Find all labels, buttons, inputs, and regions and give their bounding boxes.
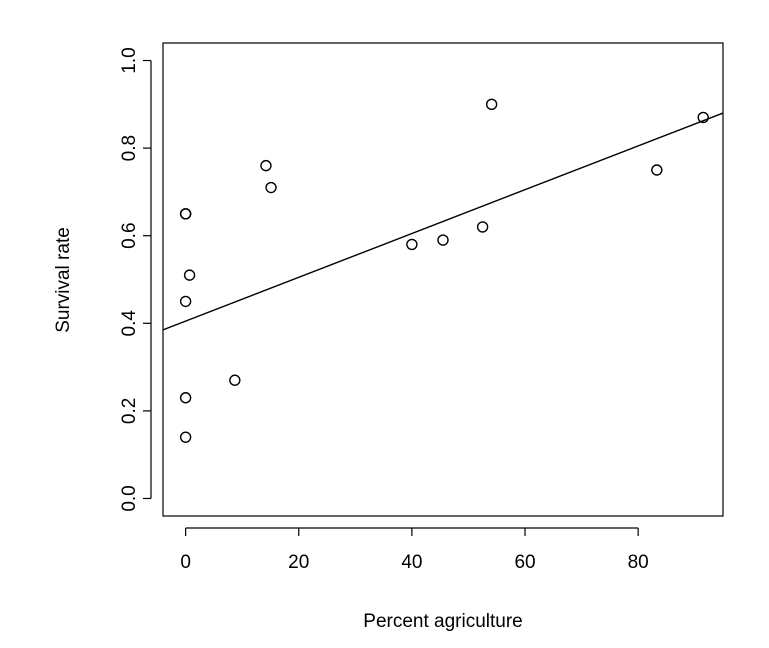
data-point	[183, 269, 196, 281]
data-point	[265, 181, 277, 194]
y-tick-label: 0.8	[119, 135, 140, 161]
y-axis: 0.0 0.2 0.4 0.6 0.8 1.0	[119, 47, 152, 512]
regression-line-group	[163, 112, 723, 331]
x-axis-label: Percent agriculture	[363, 611, 522, 632]
x-tick-label: 40	[401, 552, 422, 573]
data-point	[179, 431, 192, 443]
x-tick-label: 0	[180, 552, 191, 573]
y-axis-label: Survival rate	[53, 227, 74, 333]
x-axis: 0 20 40 60 80	[180, 527, 649, 573]
data-point	[179, 208, 192, 220]
data-point	[179, 295, 192, 308]
regression-line	[163, 112, 723, 331]
data-point	[651, 164, 663, 176]
plot-frame	[162, 42, 724, 517]
y-tick-label: 0.4	[119, 310, 140, 337]
data-point	[229, 374, 241, 386]
data-point	[179, 392, 192, 404]
data-point	[476, 221, 489, 233]
y-tick-label: 0.0	[119, 485, 140, 511]
data-points	[179, 98, 709, 443]
data-point	[260, 159, 272, 172]
y-tick-label: 0.2	[119, 398, 140, 424]
x-tick-label: 80	[628, 552, 649, 573]
data-point	[406, 238, 418, 251]
x-tick-label: 20	[288, 552, 309, 573]
data-point	[437, 234, 449, 246]
y-tick-label: 1.0	[119, 47, 140, 73]
data-point	[485, 98, 498, 111]
x-tick-label: 60	[514, 552, 535, 573]
data-point	[697, 111, 709, 124]
y-tick-label: 0.6	[119, 222, 140, 248]
